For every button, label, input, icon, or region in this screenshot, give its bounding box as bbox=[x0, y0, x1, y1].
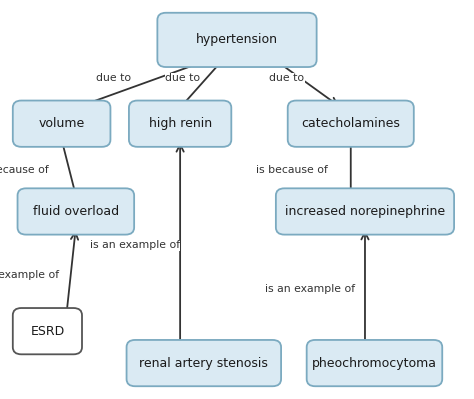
FancyBboxPatch shape bbox=[13, 101, 110, 147]
Text: hypertension: hypertension bbox=[196, 34, 278, 46]
Text: due to: due to bbox=[269, 73, 304, 83]
Text: due to: due to bbox=[165, 73, 200, 83]
Text: due to: due to bbox=[96, 73, 131, 83]
Text: volume: volume bbox=[38, 117, 85, 130]
FancyBboxPatch shape bbox=[127, 340, 281, 386]
Text: is because of: is because of bbox=[255, 164, 328, 175]
Text: because of: because of bbox=[0, 164, 49, 175]
Text: is an example of: is an example of bbox=[0, 270, 59, 280]
Text: ESRD: ESRD bbox=[30, 325, 64, 338]
Text: increased norepinephrine: increased norepinephrine bbox=[285, 205, 445, 218]
Text: high renin: high renin bbox=[148, 117, 212, 130]
Text: fluid overload: fluid overload bbox=[33, 205, 119, 218]
Text: catecholamines: catecholamines bbox=[301, 117, 400, 130]
FancyBboxPatch shape bbox=[13, 308, 82, 354]
Text: is an example of: is an example of bbox=[90, 240, 180, 251]
FancyBboxPatch shape bbox=[129, 101, 231, 147]
Text: is an example of: is an example of bbox=[265, 284, 356, 294]
FancyBboxPatch shape bbox=[157, 13, 317, 67]
Text: renal artery stenosis: renal artery stenosis bbox=[139, 357, 268, 369]
FancyBboxPatch shape bbox=[276, 188, 454, 235]
FancyBboxPatch shape bbox=[307, 340, 442, 386]
FancyBboxPatch shape bbox=[288, 101, 414, 147]
FancyBboxPatch shape bbox=[18, 188, 134, 235]
Text: pheochromocytoma: pheochromocytoma bbox=[312, 357, 437, 369]
